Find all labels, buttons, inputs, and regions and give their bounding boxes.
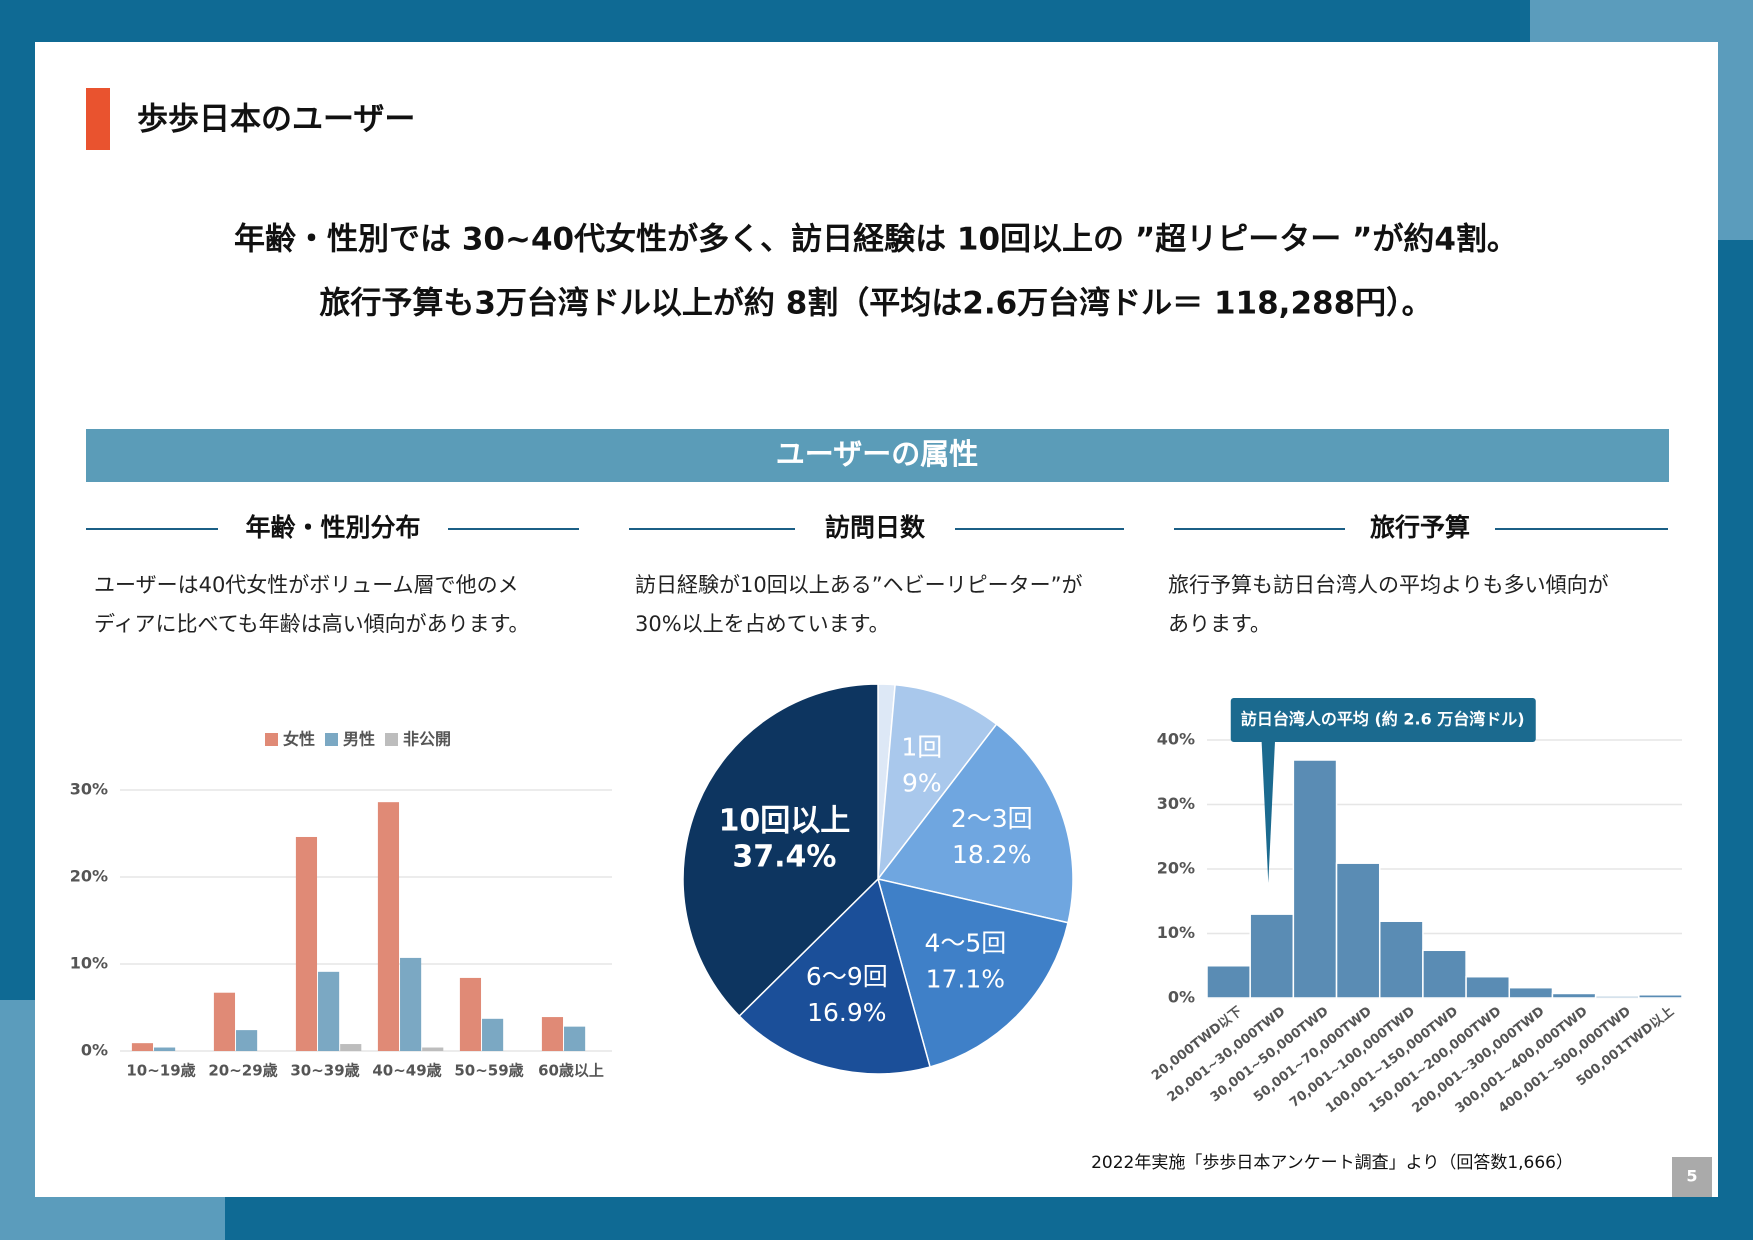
bar <box>1551 992 1597 999</box>
legend-swatch <box>385 733 398 746</box>
legend-label: 非公開 <box>403 730 451 749</box>
slice-label: 2～3回 <box>951 804 1033 833</box>
slice-label: 4～5回 <box>924 929 1006 958</box>
callout-pointer <box>1261 735 1276 883</box>
callout-box <box>1230 698 1536 742</box>
bar <box>1335 862 1381 999</box>
slice-value: 18.2% <box>952 840 1031 869</box>
x-tick-label: 40~49歳 <box>372 1062 441 1080</box>
bar <box>541 1017 564 1051</box>
footnote: 2022年実施「歩歩日本アンケート調査」より（回答数1,666） <box>1091 1153 1573 1173</box>
pie-slice <box>877 683 998 882</box>
y-tick-label: 0% <box>1168 988 1195 1007</box>
legend-label: 女性 <box>283 730 315 749</box>
pie-slice <box>876 877 1069 1068</box>
bar <box>1465 975 1511 999</box>
y-tick-label: 30% <box>1157 794 1195 813</box>
slice-label: 1回 <box>901 732 942 761</box>
bar <box>422 1047 444 1051</box>
bar <box>377 802 400 1051</box>
section-title: ユーザーの属性 <box>776 437 978 471</box>
column-heading: 訪問日数 <box>825 513 926 542</box>
slice-value: 37.4% <box>732 839 836 874</box>
description: 30%以上を占めています。 <box>635 612 890 636</box>
description: 訪日経験が10回以上ある”ヘビーリピーター”が <box>635 573 1082 597</box>
bar <box>1292 759 1338 999</box>
description: 旅行予算も訪日台湾人の平均よりも多い傾向が <box>1168 573 1609 597</box>
description: ディアに比べても年齢は高い傾向があります。 <box>94 612 530 636</box>
pie-slice <box>682 683 879 1018</box>
bar <box>131 1043 154 1051</box>
annotation: 訪日台湾人の平均 (約 2.6 万台湾ドル) <box>1241 710 1525 729</box>
bar <box>1594 995 1640 999</box>
pie-slice <box>738 877 931 1075</box>
legend-label: 男性 <box>343 730 375 749</box>
legend-swatch <box>265 733 278 746</box>
slice-label: 6～9回 <box>806 962 888 991</box>
x-tick-label: 30~39歳 <box>290 1062 359 1080</box>
headline: 旅行予算も3万台湾ドル以上が約 8割（平均は2.6万台湾ドル＝ 118,288円… <box>319 286 1432 322</box>
bar <box>1422 949 1467 999</box>
bar <box>1378 920 1424 999</box>
page-title: 歩歩日本のユーザー <box>137 102 415 138</box>
x-tick-label: 60歳以上 <box>538 1062 604 1080</box>
x-tick-label: 10~19歳 <box>126 1062 195 1080</box>
slice-value: 9% <box>902 768 942 797</box>
slice-value: 17.1% <box>926 965 1005 994</box>
y-tick-label: 30% <box>70 780 108 799</box>
bar <box>564 1026 586 1051</box>
headline: 年齢・性別では 30~40代女性が多く、訪日経験は 10回以上の ”超リピーター… <box>234 222 1518 258</box>
title-mark <box>86 88 110 150</box>
page-number: 5 <box>1686 1167 1697 1186</box>
column-heading: 年齢・性別分布 <box>245 513 420 542</box>
legend-swatch <box>325 733 338 746</box>
y-tick-label: 20% <box>70 867 108 886</box>
section-bar <box>86 429 1669 482</box>
bar <box>1638 994 1683 999</box>
bar <box>1206 965 1251 999</box>
bar <box>236 1030 258 1051</box>
bar <box>1249 913 1295 999</box>
bar <box>340 1044 362 1051</box>
slice-value: 16.9% <box>807 998 886 1027</box>
column-heading: 旅行予算 <box>1370 513 1470 542</box>
description: あります。 <box>1168 612 1271 636</box>
y-tick-label: 20% <box>1157 859 1195 878</box>
bar <box>154 1047 176 1051</box>
bar <box>1508 986 1554 999</box>
pie-slice <box>876 723 1074 924</box>
y-tick-label: 0% <box>81 1041 108 1060</box>
slice-label: 10回以上 <box>719 803 851 838</box>
bar <box>400 957 422 1051</box>
bar <box>295 836 318 1051</box>
y-tick-label: 10% <box>1157 923 1195 942</box>
bar <box>213 992 236 1051</box>
description: ユーザーは40代女性がボリューム層で他のメ <box>94 573 519 597</box>
y-tick-label: 10% <box>70 954 108 973</box>
x-tick-label: 20~29歳 <box>208 1062 277 1080</box>
x-tick-label: 50~59歳 <box>454 1062 523 1080</box>
bar <box>482 1018 504 1051</box>
y-tick-label: 40% <box>1157 730 1195 749</box>
bar <box>459 977 482 1051</box>
bar <box>318 971 340 1051</box>
page-number-box <box>1672 1157 1712 1197</box>
